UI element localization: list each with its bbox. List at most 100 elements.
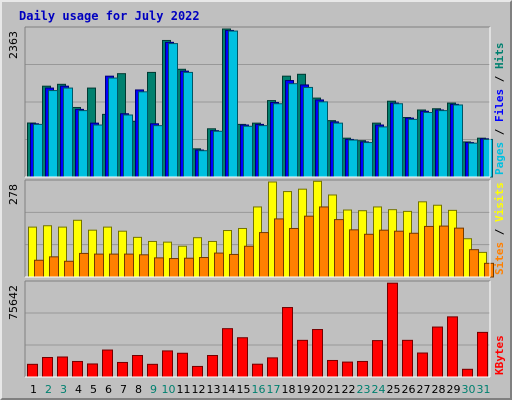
legend-hits: Hits xyxy=(493,43,506,70)
x-tick-label-day-23: 23 xyxy=(357,383,371,396)
bar-pages-day-11 xyxy=(183,71,193,178)
bar-pages-day-30 xyxy=(468,142,478,178)
bar-sites-day-21 xyxy=(334,219,344,278)
bar-kbytes-day-16 xyxy=(252,363,263,378)
legend-pages: Pages xyxy=(493,142,506,175)
bar-sites-day-20 xyxy=(319,206,329,278)
x-tick-label-day-20: 20 xyxy=(312,383,326,396)
x-tick-label-day-18: 18 xyxy=(282,383,296,396)
bar-sites-day-23 xyxy=(364,233,374,278)
bar-sites-day-18 xyxy=(289,227,299,278)
bar-kbytes-day-7 xyxy=(117,361,128,378)
bar-sites-day-24 xyxy=(379,229,389,278)
bar-pages-day-19 xyxy=(303,86,313,178)
bar-pages-day-26 xyxy=(408,118,418,178)
bar-pages-day-13 xyxy=(213,130,223,178)
bar-kbytes-day-21 xyxy=(327,359,338,378)
x-tick-label-day-28: 28 xyxy=(432,383,446,396)
bar-kbytes-day-27 xyxy=(417,352,428,378)
bar-pages-day-21 xyxy=(333,122,343,178)
x-tick-label-day-7: 7 xyxy=(120,383,127,396)
bar-kbytes-day-11 xyxy=(177,352,188,378)
bar-kbytes-day-1 xyxy=(27,363,38,378)
bar-pages-day-15 xyxy=(243,125,253,178)
bar-sites-day-19 xyxy=(304,215,314,278)
x-tick-label-day-30: 30 xyxy=(462,383,476,396)
bar-kbytes-day-17 xyxy=(267,357,278,378)
bar-pages-day-20 xyxy=(318,101,328,178)
bar-sites-day-15 xyxy=(244,245,254,278)
bar-kbytes-day-22 xyxy=(342,361,353,378)
bar-pages-day-29 xyxy=(453,104,463,178)
x-tick-label-day-15: 15 xyxy=(237,383,251,396)
x-tick-label-day-25: 25 xyxy=(387,383,401,396)
bar-kbytes-day-12 xyxy=(192,365,203,378)
x-tick-label-day-6: 6 xyxy=(105,383,112,396)
x-tick-label-day-9: 9 xyxy=(150,383,157,396)
bar-kbytes-day-25 xyxy=(387,282,398,378)
bar-sites-day-3 xyxy=(64,260,74,278)
bar-kbytes-day-8 xyxy=(132,355,143,378)
panel-3-ymax-label: 75642 xyxy=(7,285,20,320)
x-tick-label-day-1: 1 xyxy=(30,383,37,396)
bar-sites-day-29 xyxy=(454,227,464,278)
panel-1-legend: Pages / Files / Hits xyxy=(493,43,506,176)
bar-pages-day-28 xyxy=(438,110,448,178)
bar-kbytes-day-9 xyxy=(147,363,158,378)
legend-kbytes: KBytes xyxy=(493,335,506,375)
bar-pages-day-4 xyxy=(78,110,88,178)
bar-pages-day-22 xyxy=(348,139,358,178)
x-tick-label-day-31: 31 xyxy=(477,383,491,396)
bar-kbytes-day-28 xyxy=(432,326,443,378)
bar-pages-day-3 xyxy=(63,87,73,178)
bar-pages-day-18 xyxy=(288,83,298,178)
bar-pages-day-14 xyxy=(228,30,238,178)
bar-kbytes-day-2 xyxy=(42,356,53,378)
x-tick-label-day-26: 26 xyxy=(402,383,416,396)
x-tick-label-day-3: 3 xyxy=(60,383,67,396)
legend-visits: Visits xyxy=(493,182,506,222)
bar-pages-day-2 xyxy=(48,90,58,178)
bar-sites-day-13 xyxy=(214,252,224,278)
bar-kbytes-day-29 xyxy=(447,316,458,378)
bar-kbytes-day-20 xyxy=(312,329,323,378)
bar-sites-day-2 xyxy=(49,256,59,278)
bar-sites-day-16 xyxy=(259,232,269,278)
bar-sites-day-9 xyxy=(154,257,164,278)
x-tick-label-day-10: 10 xyxy=(162,383,176,396)
bar-sites-day-10 xyxy=(169,258,179,278)
bar-kbytes-day-30 xyxy=(462,368,473,378)
bar-kbytes-day-15 xyxy=(237,337,248,378)
bar-pages-day-6 xyxy=(108,77,118,178)
x-tick-label-day-29: 29 xyxy=(447,383,461,396)
bar-sites-day-1 xyxy=(34,259,44,278)
bar-pages-day-9 xyxy=(153,125,163,178)
panel-1-ymax-label: 2363 xyxy=(7,31,20,59)
bar-sites-day-6 xyxy=(109,253,119,278)
bar-pages-day-1 xyxy=(33,123,43,178)
x-tick-label-day-12: 12 xyxy=(192,383,206,396)
bar-sites-day-22 xyxy=(349,229,359,278)
x-tick-label-day-16: 16 xyxy=(252,383,266,396)
bar-pages-day-27 xyxy=(423,111,433,178)
bar-sites-day-4 xyxy=(79,252,89,278)
x-tick-label-day-21: 21 xyxy=(327,383,341,396)
legend-files: Files xyxy=(493,89,506,122)
bar-kbytes-day-31 xyxy=(477,331,488,378)
bar-pages-day-7 xyxy=(123,114,133,178)
bar-kbytes-day-5 xyxy=(87,363,98,378)
bar-kbytes-day-10 xyxy=(162,350,173,378)
legend-separator: / xyxy=(493,122,506,142)
bar-sites-day-7 xyxy=(124,253,134,278)
x-tick-label-day-27: 27 xyxy=(417,383,431,396)
bar-pages-day-31 xyxy=(483,138,493,178)
x-tick-label-day-19: 19 xyxy=(297,383,311,396)
bar-sites-day-17 xyxy=(274,218,284,278)
x-tick-label-day-24: 24 xyxy=(372,383,386,396)
x-tick-label-day-5: 5 xyxy=(90,383,97,396)
bar-sites-day-28 xyxy=(439,225,449,278)
bar-pages-day-5 xyxy=(93,124,103,178)
bar-pages-day-8 xyxy=(138,91,148,178)
bar-sites-day-25 xyxy=(394,230,404,278)
